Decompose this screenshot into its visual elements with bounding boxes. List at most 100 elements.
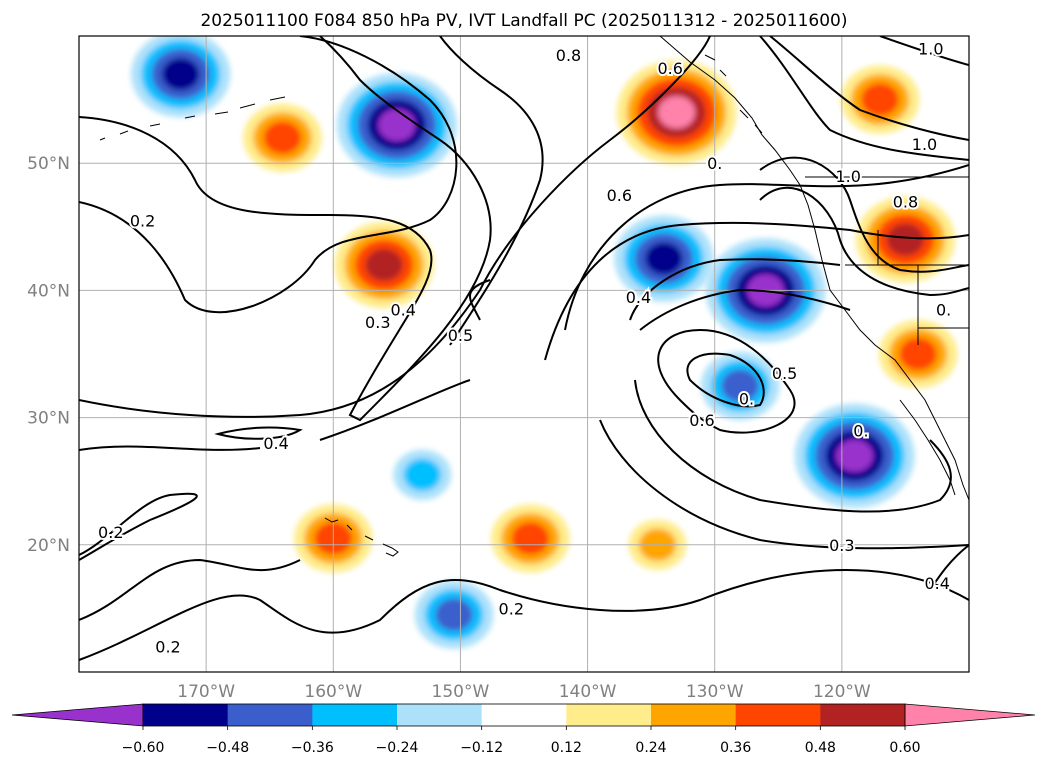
colorbar-tick-label: −0.48 <box>206 740 249 756</box>
contour-line <box>79 558 301 621</box>
contour-label: 0. <box>707 154 722 173</box>
lon-tick-label: 130°W <box>686 682 744 702</box>
contour-line <box>544 221 969 361</box>
lat-tick-label: 40°N <box>27 281 70 301</box>
colorbar-segment <box>227 704 313 726</box>
pv-feature-band <box>511 522 549 555</box>
pv-feature <box>614 215 714 302</box>
pv-feature-band <box>835 439 874 472</box>
pv-feature-band <box>435 598 473 631</box>
colorbar-tick-label: 0.36 <box>720 740 751 756</box>
contour-line <box>657 328 796 434</box>
pv-feature <box>878 319 958 389</box>
pv-feature <box>491 504 570 573</box>
lon-tick-label: 150°W <box>432 682 490 702</box>
contour-label: 0.6 <box>689 411 714 430</box>
pv-feature <box>700 351 780 420</box>
colorbar-tick-label: −0.12 <box>460 740 503 756</box>
contour-line <box>439 36 544 346</box>
colorbar-extend-low <box>11 703 144 727</box>
pv-feature-band <box>886 223 925 256</box>
contour-label: 0.2 <box>130 211 155 230</box>
contour-label: 0.6 <box>657 59 682 78</box>
contour-line <box>769 36 969 141</box>
pv-feature-band <box>365 248 403 282</box>
contour-label: 1.0 <box>835 167 860 186</box>
colorbar: −0.60 −0.48 −0.36 −0.24 −0.12 0.12 0.24 0.36 0.4… <box>11 703 1036 756</box>
contour-line <box>634 379 952 513</box>
lat-tick-label: 30°N <box>27 409 70 429</box>
colorbar-tick-label: 0.12 <box>551 740 582 756</box>
pv-feature-band <box>378 108 416 142</box>
colorbar-segment <box>143 704 229 726</box>
lat-tick-label: 20°N <box>27 536 70 556</box>
pv-feature <box>393 449 452 501</box>
contour-label: 0. <box>739 390 754 409</box>
contour-label: 0.4 <box>263 434 288 453</box>
map-frame <box>78 35 970 673</box>
pv-feature-band <box>657 96 696 129</box>
contour-label: 1.0 <box>912 135 937 154</box>
contour-label: 0.4 <box>924 574 949 593</box>
pv-feature-band <box>899 337 937 371</box>
contour-line <box>79 36 458 314</box>
colorbar-tick-label: −0.36 <box>291 740 334 756</box>
contour-line <box>639 288 851 331</box>
contour-line <box>564 164 969 331</box>
contour-label: 0.5 <box>448 326 473 345</box>
lon-tick-label: 160°W <box>304 682 362 702</box>
pv-feature-band <box>403 458 441 492</box>
colorbar-tick-label: 0.60 <box>889 740 920 756</box>
state-borders <box>805 176 969 345</box>
axis-ticks: 170°W 160°W 150°W 140°W 130°W 120°W 20°N 30°N 40… <box>27 154 871 702</box>
pv-feature-band <box>861 83 899 116</box>
chart-title: 2025011100 F084 850 hPa PV, IVT Landfall… <box>200 11 847 31</box>
contour-line <box>79 492 198 561</box>
colorbar-segment <box>651 704 737 726</box>
pv-feature <box>334 221 434 309</box>
contour-line <box>469 279 491 321</box>
colorbar-segment <box>820 704 906 726</box>
hawaiian-islands <box>324 517 399 557</box>
colorbar-extend-high <box>904 703 1036 727</box>
contour-line <box>629 258 841 321</box>
contour-line <box>79 569 969 661</box>
contour-label: 0.3 <box>365 313 390 332</box>
colorbar-segment <box>397 704 483 726</box>
pv-feature <box>131 36 231 118</box>
colorbar-segment <box>481 704 567 726</box>
contour-label: 0.8 <box>556 46 581 65</box>
contour-label: 0.6 <box>607 186 632 205</box>
contour-line <box>79 36 711 418</box>
contour-line <box>79 36 492 422</box>
pv-feature-band <box>645 242 683 275</box>
pv-feature <box>414 580 494 649</box>
colorbar-segment <box>735 704 821 726</box>
contour-line <box>79 379 471 451</box>
contour-line <box>686 352 765 408</box>
contour-label: 0.2 <box>499 599 524 618</box>
contour-line <box>759 156 969 273</box>
contour-label: 0.8 <box>893 192 918 211</box>
colorbar-segment <box>566 704 652 726</box>
contour-line <box>759 186 969 297</box>
contour-line <box>929 544 969 591</box>
pv-feature <box>243 103 322 172</box>
north-america-coastline <box>659 36 969 501</box>
pv-feature <box>794 403 915 508</box>
colorbar-frame <box>142 703 906 727</box>
pv-feature <box>855 196 956 283</box>
contour-label: 0.4 <box>390 300 415 319</box>
alaska-islands <box>704 54 763 134</box>
contour-labels: 0.20.30.40.50.40.20.20.20.80.60.40.50.60… <box>96 38 953 659</box>
contour-label: 0.3 <box>829 536 854 555</box>
contour-label: 0.2 <box>98 523 123 542</box>
pv-feature-band <box>263 121 302 154</box>
contour-label: 0. <box>936 300 951 319</box>
map-area: 0.20.30.40.50.40.20.20.20.80.60.40.50.60… <box>79 36 969 672</box>
aleutian-islands <box>99 96 286 141</box>
lon-tick-label: 170°W <box>177 682 235 702</box>
contour-label: 0. <box>853 421 868 440</box>
map-background <box>79 36 969 672</box>
